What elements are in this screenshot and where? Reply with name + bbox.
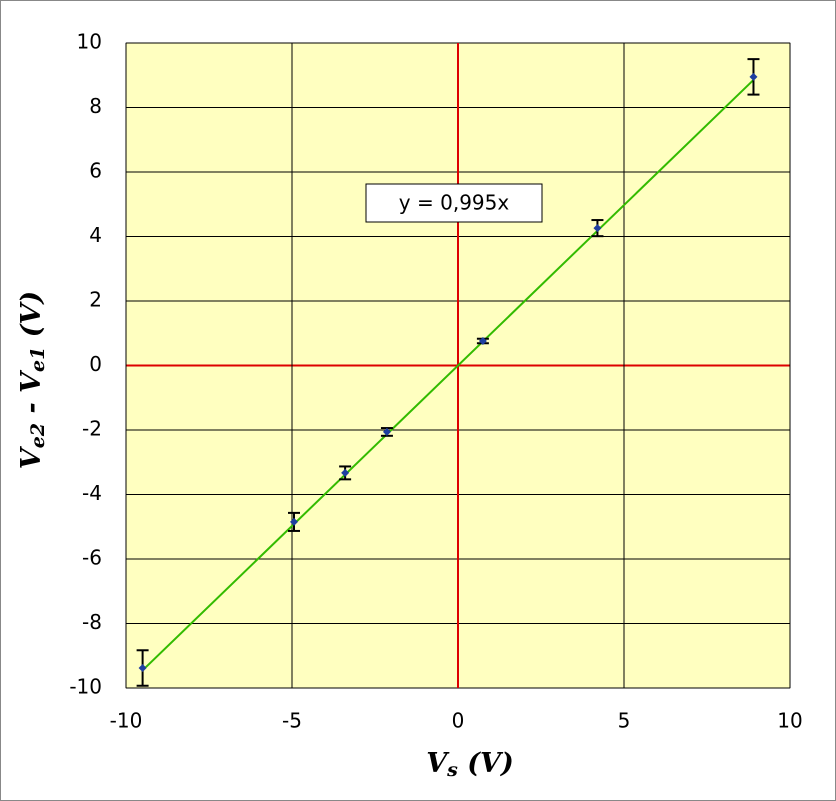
point <box>382 427 391 436</box>
label-part: s <box>446 759 458 781</box>
trendline <box>141 79 755 672</box>
label-part: e1 <box>27 347 49 372</box>
y-tick-label: -2 <box>82 417 102 441</box>
label-part: (V) <box>16 291 47 347</box>
trendline-label: y = 0,995x <box>399 191 510 215</box>
x-tick-label: 0 <box>452 709 465 733</box>
y-tick-label: -6 <box>82 546 102 570</box>
y-tick-label: 10 <box>77 30 102 54</box>
y-tick-label: 6 <box>89 159 102 183</box>
label-part: V <box>426 748 450 779</box>
point <box>593 224 602 233</box>
point <box>138 664 147 673</box>
y-tick-label: -4 <box>82 481 102 505</box>
label-part: e2 <box>27 423 49 448</box>
x-tick-label: -5 <box>282 709 302 733</box>
point <box>289 517 298 526</box>
label-part: - V <box>16 369 47 423</box>
x-tick-label: 10 <box>777 709 802 733</box>
y-tick-label: 2 <box>89 288 102 312</box>
label-part: V <box>16 445 47 469</box>
y-tick-label: -10 <box>69 675 102 699</box>
y-tick-label: 8 <box>89 94 102 118</box>
ylabel: Ve2 - Ve1 (V) <box>16 291 50 469</box>
label-part: (V) <box>458 748 514 779</box>
xlabel: Vs (V) <box>426 748 514 782</box>
point <box>749 72 758 81</box>
trendline-label-box <box>365 183 543 223</box>
y-tick-label: -8 <box>82 610 102 634</box>
x-tick-label: 5 <box>618 709 631 733</box>
y-tick-label: 0 <box>89 352 102 376</box>
x-tick-label: -10 <box>110 709 143 733</box>
point <box>478 336 487 345</box>
point <box>341 468 350 477</box>
y-tick-label: 4 <box>89 223 102 247</box>
